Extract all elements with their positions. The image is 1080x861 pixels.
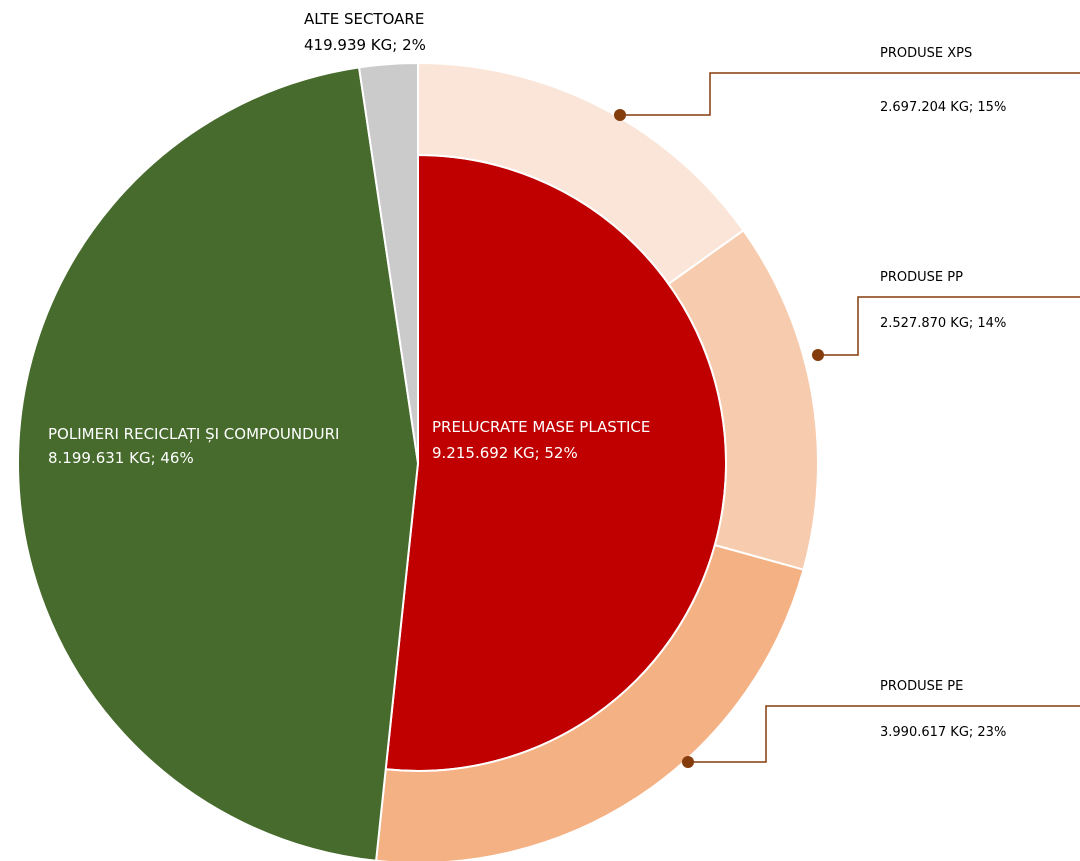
leader-dot bbox=[614, 109, 626, 121]
pie-slice bbox=[357, 61, 419, 464]
leader-line bbox=[818, 296, 1080, 356]
leader-line bbox=[688, 705, 1080, 763]
leader-dot bbox=[682, 756, 694, 768]
slice-label: POLIMERI RECICLAȚI ȘI COMPOUNDURI bbox=[48, 425, 339, 443]
pie-slice bbox=[17, 66, 420, 861]
slice-label: PRELUCRATE MASE PLASTICE bbox=[432, 418, 650, 436]
labels: ALTE SECTOARE 419.939 KG; 2% POLIMERI RE… bbox=[48, 10, 1080, 768]
value-label: 2.527.870 KG; 14% bbox=[880, 316, 1006, 331]
leader-line bbox=[620, 72, 1080, 116]
value-label: 8.199.631 KG; 46% bbox=[48, 449, 194, 467]
slice-label: PRODUSE PP bbox=[880, 270, 963, 285]
value-label: 419.939 KG; 2% bbox=[304, 36, 426, 54]
value-label: 3.990.617 KG; 23% bbox=[880, 725, 1006, 740]
slice-label: PRODUSE XPS bbox=[880, 46, 972, 61]
slices bbox=[17, 61, 819, 861]
slice-label: PRODUSE PE bbox=[880, 679, 963, 694]
leader-dot bbox=[812, 349, 824, 361]
value-label: 9.215.692 KG; 52% bbox=[432, 444, 578, 462]
slice-label: ALTE SECTOARE bbox=[304, 10, 424, 28]
value-label: 2.697.204 KG; 15% bbox=[880, 100, 1006, 115]
